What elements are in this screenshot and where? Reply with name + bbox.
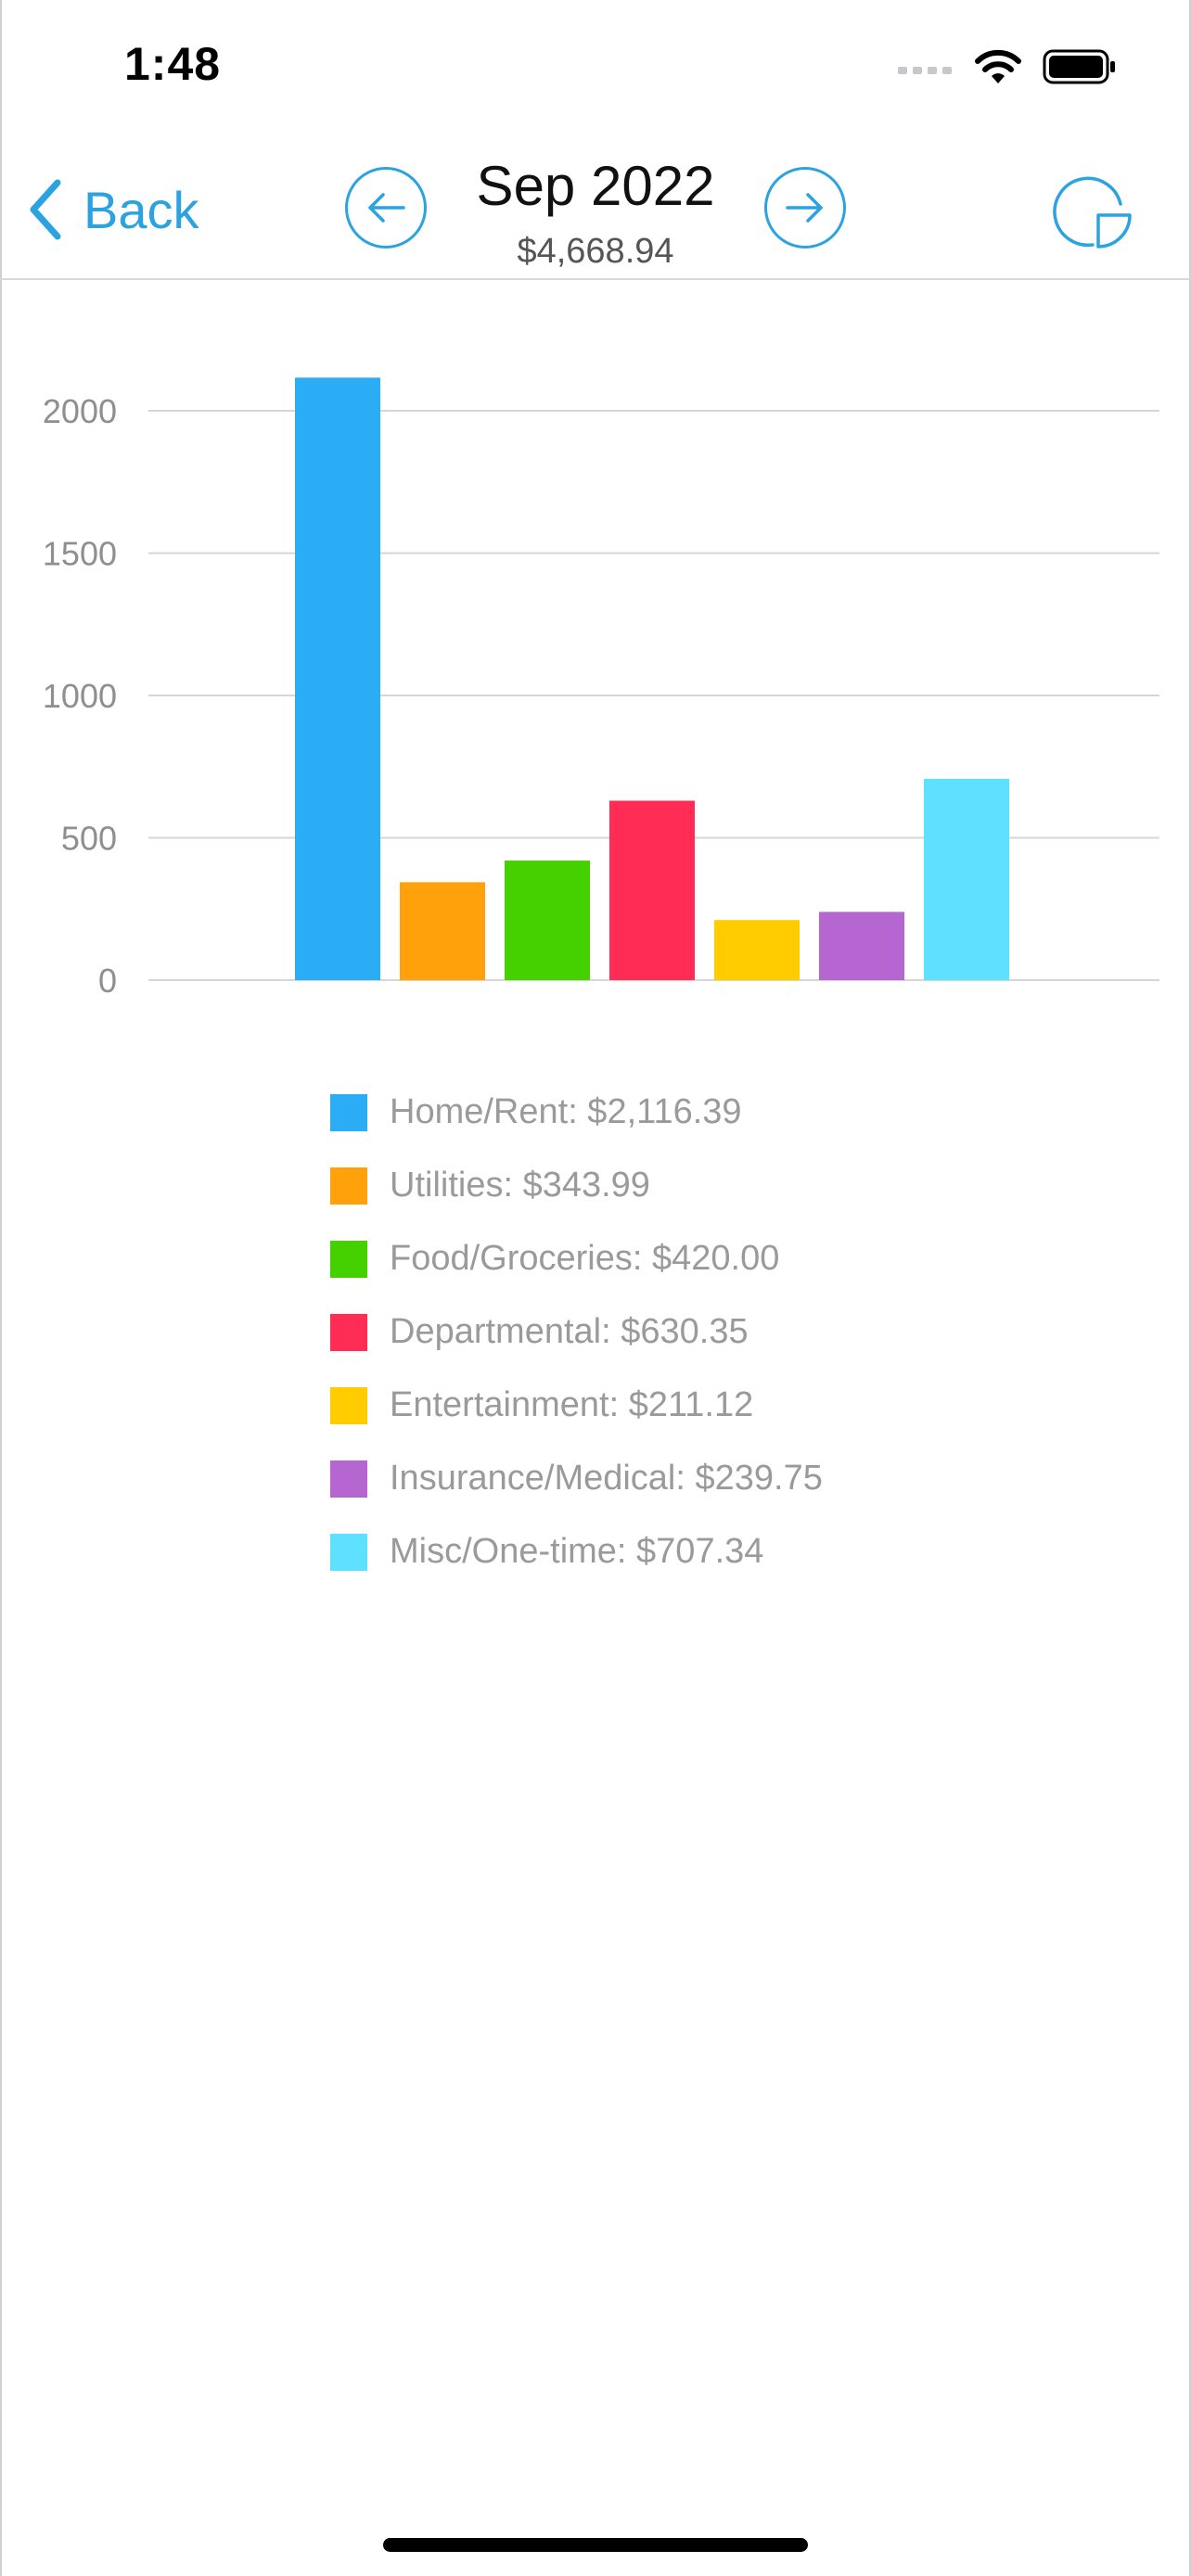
bar-home-rent[interactable]: [295, 377, 380, 980]
y-tick-label: 1000: [43, 677, 117, 715]
pie-chart-icon[interactable]: [1048, 167, 1137, 256]
legend-item[interactable]: Home/Rent: $2,116.39: [330, 1076, 1072, 1149]
chart-legend: Home/Rent: $2,116.39 Utilities: $343.99 Fo…: [330, 1076, 1072, 1588]
arrow-left-icon: [368, 193, 405, 223]
legend-swatch: [330, 1386, 367, 1424]
legend-label: Misc/One-time: $707.34: [390, 1532, 764, 1571]
month-total: $4,668.94: [517, 232, 674, 271]
legend-swatch: [330, 1313, 367, 1351]
legend-item[interactable]: Departmental: $630.35: [330, 1295, 1072, 1369]
legend-item[interactable]: Insurance/Medical: $239.75: [330, 1442, 1072, 1515]
next-month-button[interactable]: [764, 167, 846, 249]
legend-label: Insurance/Medical: $239.75: [390, 1459, 823, 1498]
legend-label: Utilities: $343.99: [390, 1166, 650, 1205]
status-icons: [898, 46, 1117, 87]
back-label: Back: [83, 180, 199, 239]
legend-item[interactable]: Utilities: $343.99: [330, 1149, 1072, 1222]
legend-item[interactable]: Food/Groceries: $420.00: [330, 1222, 1072, 1295]
screen-edge-left: [0, 0, 2, 2576]
navigation-bar: Back Sep 2022 $4,668.94: [0, 139, 1191, 280]
legend-swatch: [330, 1093, 367, 1131]
screen-edge-right: [1189, 0, 1191, 2576]
legend-swatch: [330, 1167, 367, 1205]
y-tick-label: 500: [61, 820, 117, 858]
legend-label: Departmental: $630.35: [390, 1312, 749, 1351]
legend-label: Entertainment: $211.12: [390, 1385, 754, 1424]
y-tick-label: 2000: [43, 392, 117, 430]
chevron-left-icon: [30, 179, 61, 240]
back-button[interactable]: Back: [26, 176, 199, 243]
bar-utilities[interactable]: [400, 882, 485, 980]
y-tick-label: 1500: [43, 535, 117, 573]
bar-misc-one-time[interactable]: [924, 778, 1009, 980]
bar-departmental[interactable]: [609, 800, 695, 980]
y-tick-label: 0: [98, 962, 117, 1000]
legend-label: Food/Groceries: $420.00: [390, 1239, 780, 1278]
wifi-icon: [975, 49, 1021, 83]
bar-chart-svg: 0 500 1000 1500 2000: [43, 377, 1159, 1000]
bar-entertainment[interactable]: [714, 920, 800, 980]
legend-swatch: [330, 1460, 367, 1498]
legend-swatch: [330, 1533, 367, 1571]
status-time: 1:48: [124, 38, 222, 90]
arrow-right-icon: [786, 193, 823, 223]
battery-icon: [1043, 49, 1115, 84]
cellular-signal-icon: [898, 67, 952, 74]
bar-food-groceries[interactable]: [505, 861, 590, 980]
legend-swatch: [330, 1240, 367, 1278]
legend-item[interactable]: Misc/One-time: $707.34: [330, 1515, 1072, 1588]
bar-insurance-medical[interactable]: [819, 912, 904, 980]
legend-label: Home/Rent: $2,116.39: [390, 1092, 742, 1131]
status-bar: 1:48: [0, 0, 1191, 139]
legend-item[interactable]: Entertainment: $211.12: [330, 1369, 1072, 1442]
bar-chart: 0 500 1000 1500 2000: [0, 315, 1191, 1020]
previous-month-button[interactable]: [345, 167, 427, 249]
home-indicator[interactable]: [383, 2538, 808, 2552]
page-title: Sep 2022: [476, 155, 715, 217]
